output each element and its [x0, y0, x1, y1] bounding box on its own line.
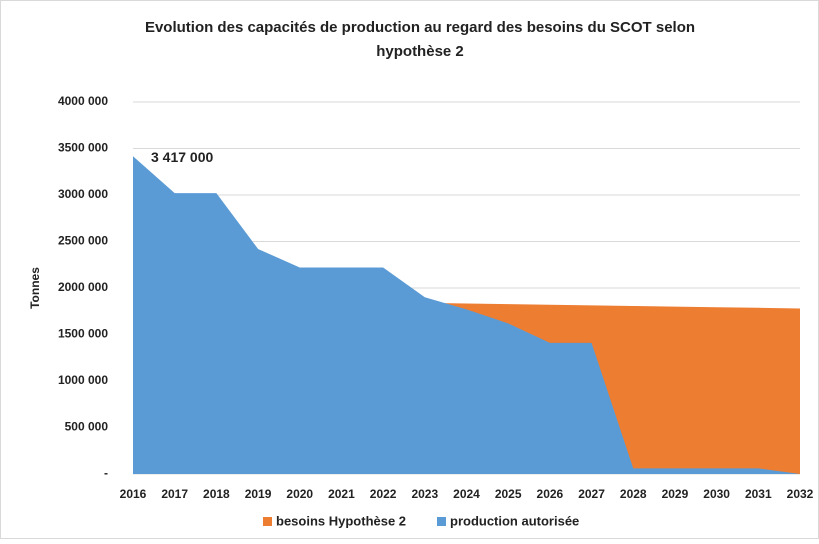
- x-tick-label: 2021: [328, 487, 355, 501]
- legend-label: production autorisée: [450, 513, 579, 528]
- chart-title: Evolution des capacités de production au…: [145, 19, 695, 36]
- x-tick-label: 2019: [245, 487, 272, 501]
- legend-swatch: [263, 517, 272, 526]
- x-tick-label: 2030: [703, 487, 730, 501]
- y-tick-label: -: [104, 466, 108, 480]
- x-tick-label: 2028: [620, 487, 647, 501]
- x-tick-label: 2024: [453, 487, 480, 501]
- x-tick-label: 2017: [161, 487, 188, 501]
- x-tick-label: 2029: [662, 487, 689, 501]
- x-tick-label: 2031: [745, 487, 772, 501]
- legend-swatch: [437, 517, 446, 526]
- chart-title: hypothèse 2: [376, 43, 464, 60]
- legend-label: besoins Hypothèse 2: [276, 513, 406, 528]
- x-tick-label: 2016: [120, 487, 147, 501]
- y-tick-label: 3000 000: [58, 187, 108, 201]
- area: [133, 156, 800, 474]
- y-tick-label: 2500 000: [58, 234, 108, 248]
- y-tick-label: 3500 000: [58, 141, 108, 155]
- x-tick-label: 2026: [537, 487, 564, 501]
- y-tick-label: 1500 000: [58, 327, 108, 341]
- x-tick-label: 2020: [286, 487, 313, 501]
- x-tick-label: 2032: [787, 487, 814, 501]
- x-tick-label: 2022: [370, 487, 397, 501]
- data-label: 3 417 000: [151, 149, 213, 165]
- y-tick-label: 4000 000: [58, 94, 108, 108]
- x-tick-label: 2023: [411, 487, 438, 501]
- y-tick-label: 1000 000: [58, 373, 108, 387]
- x-tick-label: 2027: [578, 487, 605, 501]
- x-tick-label: 2025: [495, 487, 522, 501]
- y-tick-label: 2000 000: [58, 280, 108, 294]
- y-tick-label: 500 000: [65, 420, 109, 434]
- x-tick-label: 2018: [203, 487, 230, 501]
- y-axis-label: Tonnes: [28, 267, 42, 309]
